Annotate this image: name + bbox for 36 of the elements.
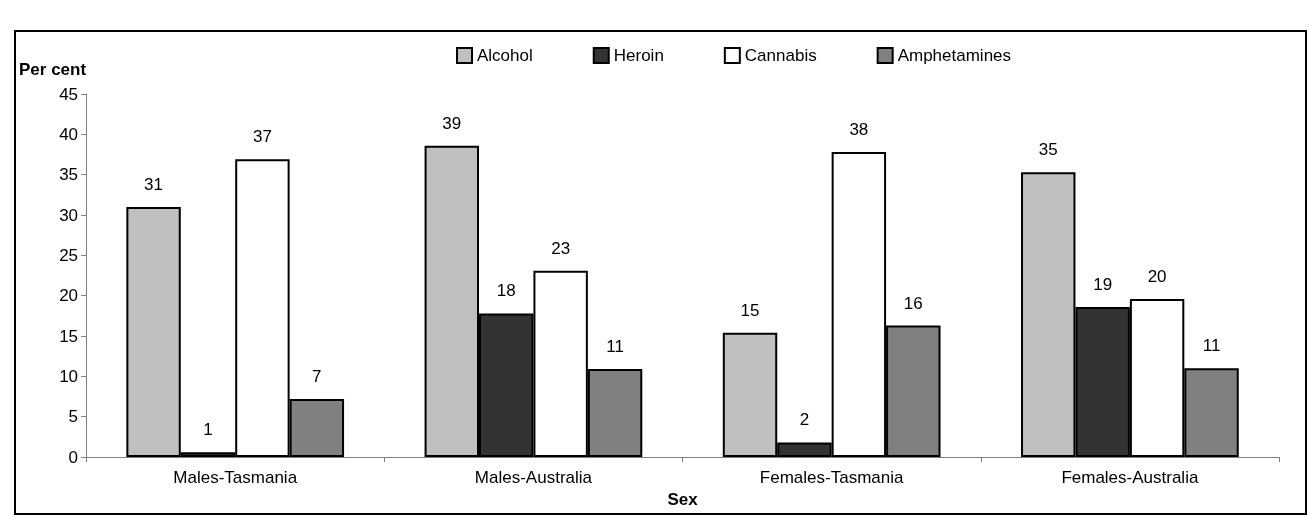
data-label: 37 [252,127,272,147]
data-label: 39 [442,113,462,133]
data-label: 11 [606,337,624,357]
data-label: 15 [740,300,760,320]
data-label: 31 [144,174,164,194]
data-label: 38 [849,120,869,140]
y-tick-label: 5 [68,407,79,427]
data-label: 7 [312,366,322,386]
data-label: 23 [551,238,571,258]
y-tick-label: 30 [59,205,79,225]
y-tick-label: 20 [59,286,79,306]
data-label: 35 [1038,140,1058,160]
y-tick-label: 10 [59,366,79,386]
y-tick-label: 25 [59,245,79,265]
y-tick-label: 35 [59,165,79,185]
y-tick-label: 0 [68,447,79,467]
legend-label: Heroin [613,46,664,65]
x-axis-title: Sex [667,490,699,509]
x-tick-label: Males-Australia [474,468,593,487]
y-axis-title: Per cent [18,60,87,79]
data-label: 18 [496,281,516,301]
data-label: 11 [1202,336,1221,356]
x-tick-label: Males-Tasmania [173,468,298,487]
legend-label: Amphetamines [897,46,1012,65]
data-label: 20 [1147,266,1167,286]
data-label: 19 [1093,274,1113,294]
legend-label: Cannabis [744,46,817,65]
x-tick-label: Females-Australia [1061,468,1199,487]
x-tick-label: Females-Tasmania [759,468,904,487]
data-label: 1 [203,420,213,440]
data-label: 16 [903,293,923,313]
data-label: 2 [799,410,810,430]
legend-label: Alcohol [477,46,533,65]
y-tick-label: 40 [59,124,79,144]
y-tick-label: 15 [59,326,79,346]
y-tick-label: 45 [59,84,79,104]
